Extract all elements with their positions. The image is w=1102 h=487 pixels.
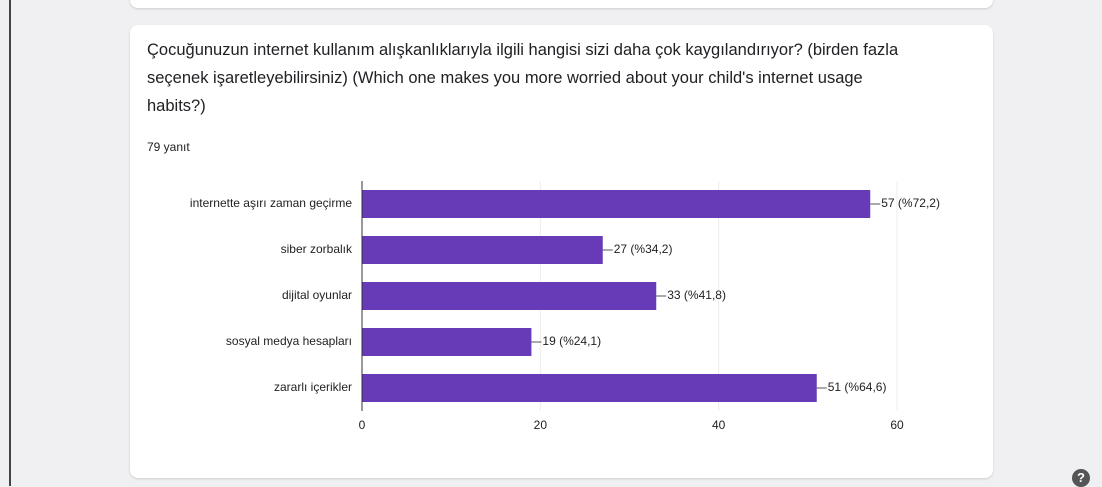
x-tick-label: 40: [712, 418, 726, 432]
data-label: 19 (%24,1): [542, 334, 601, 348]
bar: [362, 282, 657, 310]
y-tick-label: dijital oyunlar: [282, 288, 352, 302]
previous-card: [130, 0, 993, 8]
help-button[interactable]: ?: [1072, 469, 1090, 487]
data-label: 33 (%41,8): [667, 288, 726, 302]
x-tick-label: 20: [534, 418, 548, 432]
x-tick-label: 0: [359, 418, 366, 432]
question-title: Çocuğunuzun internet kullanım alışkanlık…: [147, 41, 899, 115]
y-tick-label: siber zorbalık: [281, 242, 353, 256]
bar: [362, 236, 603, 264]
x-tick-label: 60: [890, 418, 904, 432]
bar: [362, 374, 817, 402]
y-tick-label: sosyal medya hesapları: [226, 334, 352, 348]
y-tick-label: zararlı içerikler: [274, 380, 352, 394]
data-label: 27 (%34,2): [614, 242, 673, 256]
response-count: 79 yanıt: [147, 140, 190, 154]
window-edge: [9, 0, 11, 486]
y-tick-label: internette aşırı zaman geçirme: [190, 196, 352, 210]
bar: [362, 328, 532, 356]
data-label: 51 (%64,6): [828, 380, 887, 394]
bar: [362, 190, 871, 218]
data-label: 57 (%72,2): [881, 196, 940, 210]
